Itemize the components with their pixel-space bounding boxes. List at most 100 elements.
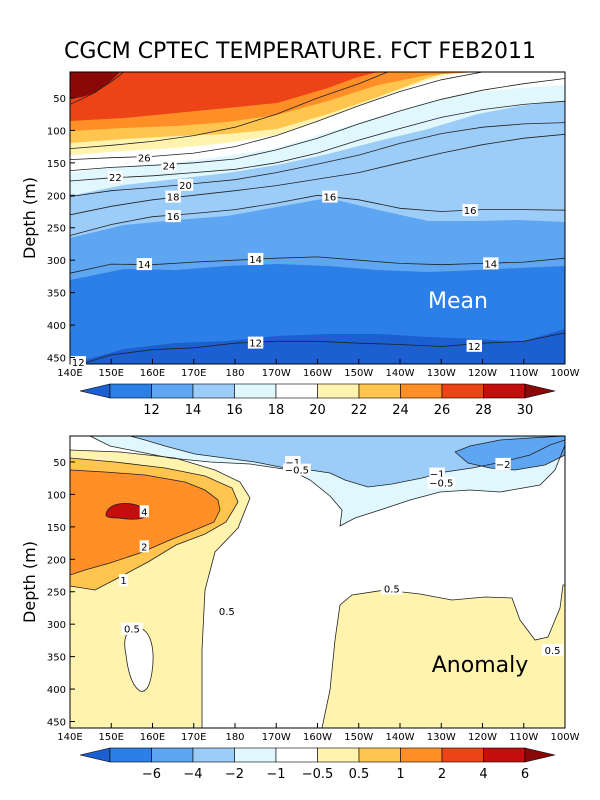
mean-y-axis-label: Depth (m) <box>20 177 39 259</box>
mean-y-axis: 50 100 150 200 250 300 350 400 450 <box>47 94 75 365</box>
contour-label-bg <box>380 582 403 595</box>
contour-label: 0.5 <box>545 646 561 657</box>
contour-label: 12 <box>72 358 85 369</box>
colorbar-swatch <box>275 383 318 399</box>
colorbar-tick-label: 22 <box>351 403 368 418</box>
contour-label-bg <box>165 210 181 223</box>
contour-label-bg <box>121 622 143 635</box>
contour-label-bg <box>247 336 264 349</box>
contour-14 <box>70 256 565 274</box>
anomaly-x-axis: 140E 150E 160E 170E 180 170W 160W 150W 140W 130W 1… <box>57 723 580 743</box>
colorbar-tick-label: 1 <box>396 767 404 782</box>
contour-label-bg <box>136 151 152 164</box>
y-tick-label: 400 <box>47 685 66 696</box>
contour-label-bg <box>322 190 338 203</box>
colorbar-tick-label: 6 <box>521 767 529 782</box>
y-tick-label: 300 <box>47 620 66 631</box>
contour-label: 4 <box>141 507 147 518</box>
fill-neg-2-4 <box>455 436 565 470</box>
x-tick-label: 180 <box>225 368 244 379</box>
x-tick-label: 120W <box>468 732 497 743</box>
x-tick-label: 160W <box>303 368 332 379</box>
contour-30 <box>70 72 124 105</box>
contour-label: −0.5 <box>429 479 453 490</box>
x-tick-label: 140W <box>386 732 415 743</box>
colorbar-tick-label: −0.5 <box>302 767 334 782</box>
y-tick-label: 50 <box>53 94 66 105</box>
contour-label: 0.5 <box>124 625 140 636</box>
x-tick-label: 120W <box>468 368 497 379</box>
colorbar-swatch <box>358 383 401 399</box>
colorbar-swatch <box>151 747 194 763</box>
y-tick-label: 50 <box>53 458 66 469</box>
y-tick-label: 250 <box>47 224 66 235</box>
contour-label: 14 <box>138 260 151 271</box>
x-tick-label: 170W <box>262 368 291 379</box>
colorbar-swatch <box>234 747 277 763</box>
contour-label-bg <box>136 258 152 271</box>
fill-hole-0_5 <box>124 628 154 692</box>
colorbar-swatch <box>400 747 443 763</box>
y-tick-label: 300 <box>47 256 66 267</box>
fill-neg-1-2 <box>130 436 565 487</box>
contour-label: 14 <box>249 255 262 266</box>
mean-x-axis: 140E 150E 160E 170E 180 170W 160W 150W 140W 130W 1… <box>57 359 580 379</box>
anomaly-y-axis: 50 100 150 200 250 300 350 400 450 <box>47 458 75 729</box>
contour-label-bg <box>247 252 264 265</box>
colorbar-max-arrow <box>524 747 556 763</box>
x-tick-label: 160E <box>140 732 165 743</box>
contour-label-bg <box>177 178 194 191</box>
colorbar-tick-label: 30 <box>517 403 534 418</box>
x-tick-label: 110W <box>509 368 538 379</box>
contour-label-bg <box>495 457 511 470</box>
colorbar-tick-label: 2 <box>438 767 446 782</box>
x-tick-label: 150E <box>99 368 124 379</box>
contour-label-bg <box>161 159 177 172</box>
contour-pos-0_5-east <box>321 584 565 728</box>
contour-label-bg <box>107 171 124 184</box>
colorbar-swatch <box>317 747 360 763</box>
contour-label: −0.5 <box>285 466 309 477</box>
contour-18 <box>70 133 565 216</box>
y-tick-label: 400 <box>47 321 66 332</box>
contour-label-bg <box>541 644 564 657</box>
x-tick-label: 100W <box>551 368 580 379</box>
colorbar-tick-label: −6 <box>142 767 161 782</box>
contour-label-bg <box>427 476 456 489</box>
colorbar-tick-label: 28 <box>475 403 492 418</box>
contour-28 <box>70 72 388 149</box>
colorbar-swatch <box>441 383 484 399</box>
contour-label-bg <box>483 257 499 270</box>
contour-label: −1 <box>430 470 445 481</box>
x-tick-label: 130W <box>427 368 456 379</box>
contour-label-bg <box>283 463 311 476</box>
colorbar-tick-label: 26 <box>434 403 451 418</box>
contour-label-bg <box>139 505 149 518</box>
contour-label: 16 <box>464 206 477 217</box>
colorbar-swatch <box>151 383 194 399</box>
contour-label: 16 <box>324 193 337 204</box>
fill-below-12 <box>70 329 565 364</box>
colorbar-tick-label: 4 <box>479 767 487 782</box>
contour-label: 16 <box>167 212 180 223</box>
anomaly-panel-label: Anomaly <box>432 653 529 678</box>
contour-pos-2 <box>70 469 221 576</box>
contour-label-bg <box>70 356 86 369</box>
colorbar-swatch <box>192 383 235 399</box>
x-tick-label: 170W <box>262 732 291 743</box>
x-tick-label: 150W <box>344 368 373 379</box>
y-tick-label: 450 <box>47 718 66 729</box>
contour-label: 1 <box>120 576 126 587</box>
chart-title: CGCM CPTEC TEMPERATURE. FCT FEB2011 <box>64 39 536 64</box>
fill-pos-0_5-east <box>322 585 565 728</box>
contour-12 <box>79 332 565 364</box>
x-tick-label: 150E <box>99 732 124 743</box>
fill-28-30 <box>70 72 378 121</box>
x-tick-label: 170E <box>181 732 206 743</box>
colorbar-max-arrow <box>524 383 556 399</box>
contour-label-bg <box>119 574 129 587</box>
colorbar-swatch <box>275 747 318 763</box>
x-tick-label: 140E <box>57 732 82 743</box>
